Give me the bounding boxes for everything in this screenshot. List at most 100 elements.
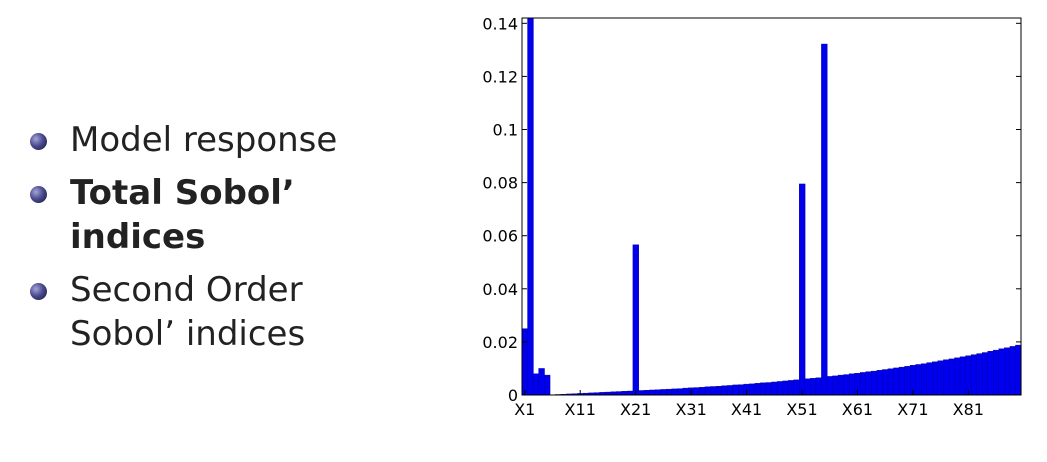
bar-X39 [732,384,739,396]
bar-X73 [921,363,928,396]
bar-X86 [993,349,1000,396]
bar-X21 [632,244,639,396]
x-tick-label: X51 [786,400,817,419]
bar-X47 [776,381,784,396]
y-tick-label: 0.08 [482,174,518,193]
bar-X59 [843,374,850,396]
bar-X36 [715,386,723,396]
bar-X78 [948,358,956,396]
bar-X27 [665,388,673,396]
bar-X3 [532,373,540,396]
bar-X53 [810,378,817,396]
y-tick-label: 0.1 [493,121,518,140]
bullet-second-order-sobol: Second Order Sobol’ indices [30,268,400,356]
bullet-list: Model response Total Sobol’ indices Seco… [30,118,400,365]
bar-X48 [782,380,789,396]
bar-X74 [926,362,933,396]
bar-X43 [754,383,761,396]
bar-X60 [848,373,856,396]
bar-X84 [981,352,989,396]
bullet-model-response: Model response [30,118,400,162]
bar-X30 [682,387,689,396]
bar-X75 [932,361,939,396]
bar-X65 [876,370,883,396]
bullet-dot-icon [30,283,47,300]
bar-X90 [1015,344,1022,396]
x-tick-label: X41 [731,400,762,419]
bar-X76 [937,360,944,396]
bar-X19 [621,391,628,396]
bar-X29 [677,388,684,396]
bar-X20 [627,390,634,396]
bar-X18 [616,391,623,396]
y-tick-label: 0.02 [482,333,518,352]
y-tick-label: 0.06 [482,227,518,246]
bar-X63 [865,371,872,396]
bar-X22 [638,390,645,396]
bar-X64 [871,370,878,396]
bullet-dot-icon [30,133,47,150]
x-tick-label: X61 [842,400,873,419]
bar-X26 [660,389,667,396]
bullet-dot-icon [30,186,47,203]
bullet-label: Model response [70,120,338,160]
bar-X4 [538,368,545,396]
bar-X33 [699,387,706,396]
bar-X52 [804,378,811,396]
plot-frame [521,17,1022,396]
bar-X82 [970,354,978,396]
bullet-total-sobol: Total Sobol’ indices [30,171,400,259]
bar-X49 [787,380,795,396]
bar-X89 [1009,346,1016,396]
x-tick-label: X31 [675,400,706,419]
bar-X55 [821,43,828,396]
bar-X5 [543,374,551,396]
y-tick-label: 0.12 [482,67,518,86]
bar-X38 [726,385,734,396]
bar-X57 [832,375,839,396]
bar-X37 [721,385,728,396]
x-tick-label: X1 [514,400,535,419]
bar-X85 [987,350,994,396]
bar-X77 [943,359,950,396]
bar-X69 [898,366,906,396]
x-tick-label: X81 [953,400,984,419]
bar-X72 [915,364,922,396]
bar-X58 [837,374,845,396]
bar-X32 [693,387,700,396]
bar-X66 [882,369,889,396]
x-tick-label: X71 [897,400,928,419]
bullet-label: Total Sobol’ indices [70,173,295,257]
bar-X46 [771,381,778,396]
bar-X34 [704,386,712,396]
bar-X23 [643,390,651,396]
bar-X45 [765,382,773,396]
bar-X1 [521,328,529,396]
bar-X79 [954,357,961,396]
sobol-bar-chart: 0 0.02 0.04 0.06 0.08 0.1 0.12 0.14 X1 X11 X21 X31 X… [482,14,1022,419]
bar-X2 [527,17,534,396]
bar-X87 [998,348,1005,396]
y-tick-label: 0.14 [482,14,518,33]
bar-X81 [965,355,972,396]
bar-X25 [654,389,662,396]
bar-X56 [826,376,834,396]
bar-X24 [649,389,656,396]
bar-X67 [887,368,895,396]
bar-X80 [959,356,967,396]
bar-X42 [749,383,756,396]
bar-X35 [710,386,717,396]
bar-X50 [793,379,800,396]
x-tick-label: X11 [565,400,596,419]
bar-X40 [738,384,745,396]
bar-X51 [799,183,806,396]
bar-X70 [904,366,911,396]
bar-X28 [671,388,678,396]
bar-X44 [760,382,767,396]
x-tick-label: X21 [620,400,651,419]
bar-X83 [976,353,983,396]
bar-X68 [893,367,900,396]
bar-X88 [1004,347,1011,396]
y-tick-label: 0 [508,386,518,405]
bar-X62 [860,372,867,396]
